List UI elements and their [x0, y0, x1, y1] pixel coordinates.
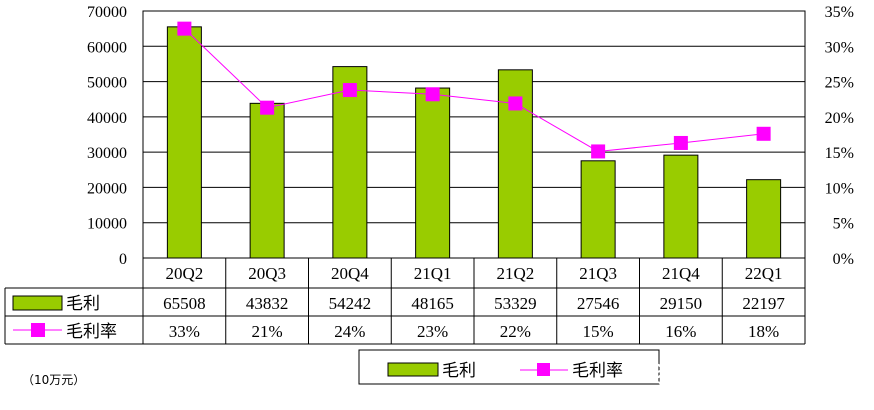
data-label: 54242: [329, 294, 372, 313]
margin-marker: [673, 135, 688, 150]
table-bar-swatch: [12, 295, 63, 311]
gridlines: [143, 45, 805, 224]
data-label: 29150: [660, 294, 703, 313]
watermark-text: 微信号: touchweb: [676, 360, 838, 382]
category-label: 20Q4: [331, 264, 369, 283]
legend-bar-swatch: [387, 362, 439, 377]
data-label: 23%: [417, 322, 448, 341]
margin-marker: [508, 96, 523, 111]
category-label: 22Q1: [745, 264, 783, 283]
data-label: 18%: [748, 322, 779, 341]
category-label: 21Q3: [579, 264, 617, 283]
bar: [249, 102, 285, 259]
line-series: [177, 21, 771, 159]
y-left-tick-label: 70000: [87, 4, 127, 21]
data-label: 65508: [163, 294, 206, 313]
table-marker-swatch: [31, 323, 45, 337]
bar: [663, 154, 699, 259]
data-label: 33%: [169, 322, 200, 341]
y-left-tick-label: 40000: [87, 110, 127, 127]
bar: [332, 66, 368, 259]
data-label: 53329: [494, 294, 537, 313]
y-right-tick-label: 10%: [825, 180, 854, 197]
category-label: 21Q4: [662, 264, 700, 283]
y-left-tick-label: 50000: [87, 75, 127, 92]
plot-area-frame: [142, 10, 806, 259]
y-left-tick-label: 60000: [87, 39, 127, 56]
y-right-tick-label: 25%: [825, 75, 854, 92]
left-axis-ticks: 0 10000 20000 30000 40000 50000 60000 70000: [87, 4, 127, 268]
y-right-tick-label: 0%: [833, 251, 854, 268]
bar: [746, 179, 782, 259]
data-label: 24%: [334, 322, 365, 341]
bar: [415, 87, 451, 259]
margin-marker: [342, 83, 357, 98]
data-label: 43832: [246, 294, 289, 313]
category-label: 20Q3: [248, 264, 286, 283]
y-left-tick-label: 0: [119, 251, 127, 268]
margin-marker: [177, 21, 192, 36]
data-label: 22%: [500, 322, 531, 341]
y-left-tick-label: 20000: [87, 180, 127, 197]
margin-marker: [756, 126, 771, 141]
legend: 毛利 毛利率: [358, 349, 660, 385]
margin-marker: [591, 144, 606, 159]
bar: [166, 26, 202, 259]
unit-note: （10万元）: [22, 373, 85, 387]
y-right-tick-label: 20%: [825, 110, 854, 127]
wechat-icon: [641, 362, 672, 385]
data-label: 27546: [577, 294, 620, 313]
y-left-tick-label: 10000: [87, 216, 127, 233]
category-label: 21Q2: [496, 264, 534, 283]
legend-marker-swatch: [537, 363, 550, 376]
data-label: 48165: [411, 294, 454, 313]
right-axis-ticks: 0% 5% 10% 15% 20% 25% 30% 35%: [825, 4, 854, 268]
legend-label-gross-profit: 毛利: [442, 361, 476, 381]
table-row-label: 毛利: [66, 294, 100, 314]
data-label: 22197: [742, 294, 785, 313]
margin-marker: [425, 87, 440, 102]
data-label: 21%: [252, 322, 283, 341]
table-row-label: 毛利率: [66, 322, 117, 342]
data-label: 16%: [665, 322, 696, 341]
category-label: 21Q1: [414, 264, 452, 283]
data-label: 15%: [583, 322, 614, 341]
y-right-tick-label: 5%: [833, 216, 854, 233]
legend-label-gross-margin: 毛利率: [572, 361, 623, 381]
y-right-tick-label: 35%: [825, 4, 854, 21]
category-label: 20Q2: [165, 264, 203, 283]
margin-marker: [260, 100, 275, 115]
data-table: 20Q2 20Q3 20Q4 21Q1 21Q2 21Q3 21Q4 22Q1 毛利 65508 4…: [4, 258, 806, 345]
y-left-tick-label: 30000: [87, 145, 127, 162]
y-right-tick-label: 30%: [825, 39, 854, 56]
margin-line: [184, 28, 764, 152]
watermark: 微信号: touchweb: [641, 360, 838, 385]
y-right-tick-label: 15%: [825, 145, 854, 162]
bar: [580, 160, 616, 259]
